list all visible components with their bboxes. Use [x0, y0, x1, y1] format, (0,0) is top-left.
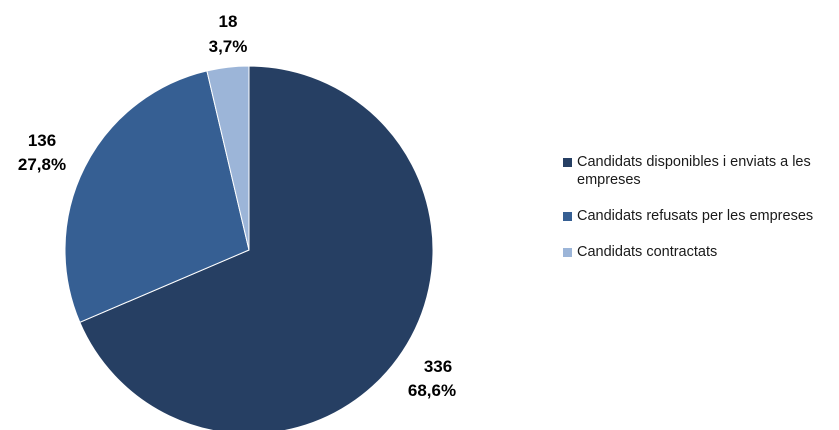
pie-labels: 336 68,6% 136 27,8% 18 3,7% — [18, 12, 456, 400]
legend-item-2: Candidats refusats per les empreses — [563, 207, 839, 225]
legend-label-2: Candidats refusats per les empreses — [577, 208, 814, 224]
pie-slice-1 — [79, 65, 434, 430]
legend-swatch-1 — [563, 158, 572, 167]
pie-slice-2 — [64, 70, 250, 323]
legend-label-3: Candidats contractats — [577, 244, 718, 260]
pie-slices — [64, 65, 434, 430]
slice-value-label-3: 18 — [219, 12, 238, 31]
slice-percent-label-2: 27,8% — [18, 155, 66, 174]
legend: Candidats disponibles i enviats a les em… — [563, 153, 839, 279]
slice-value-label-1: 336 — [424, 357, 452, 376]
legend-swatch-2 — [563, 212, 572, 221]
slice-percent-label-1: 68,6% — [408, 381, 456, 400]
legend-swatch-3 — [563, 248, 572, 257]
pie-slice-3 — [206, 65, 250, 251]
slice-percent-label-3: 3,7% — [209, 37, 248, 56]
legend-item-3: Candidats contractats — [563, 243, 839, 261]
legend-label-1: Candidats disponibles i enviats a les em… — [577, 154, 811, 188]
legend-item-1: Candidats disponibles i enviats a les em… — [563, 153, 839, 189]
slice-value-label-2: 136 — [28, 131, 56, 150]
